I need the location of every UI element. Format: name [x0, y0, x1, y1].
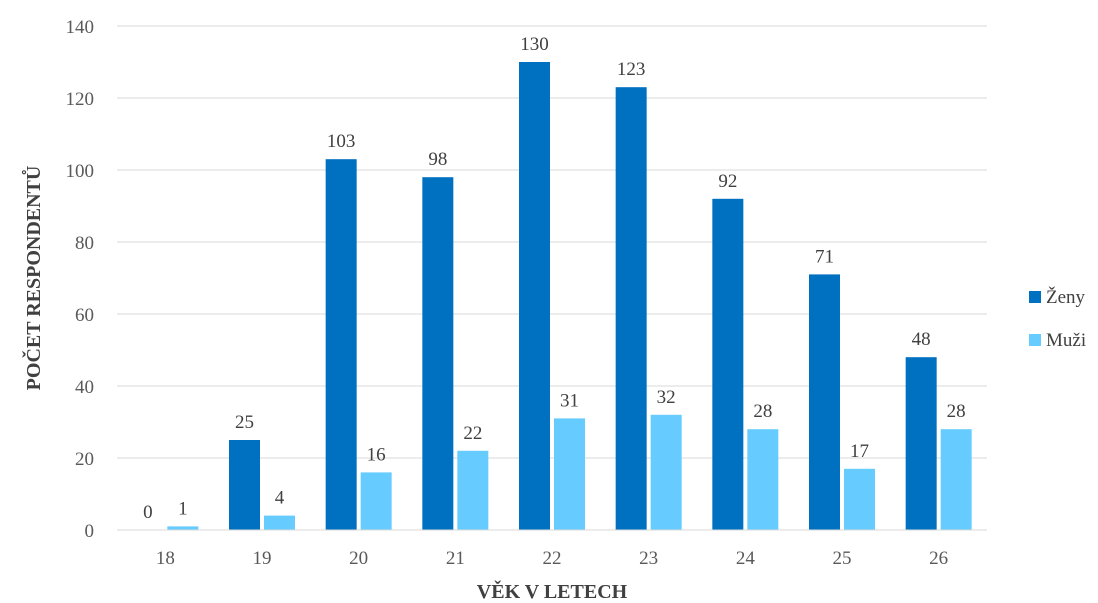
data-label: 48 [912, 329, 931, 350]
data-label: 103 [327, 131, 356, 152]
bar-muzi-21 [457, 451, 488, 530]
legend-swatch [1029, 334, 1041, 346]
bar-zeny-26 [906, 357, 937, 530]
bar-zeny-20 [326, 159, 357, 530]
legend-label: Ženy [1046, 286, 1086, 308]
y-axis-ticks: 0 20 40 60 80 100 120 140 [66, 17, 95, 542]
data-label: 31 [560, 390, 579, 411]
legend-swatch [1029, 291, 1041, 303]
x-tick-label: 25 [833, 548, 852, 569]
x-tick-label: 19 [253, 548, 272, 569]
bar-zeny-21 [422, 177, 453, 530]
x-tick-label: 26 [929, 548, 948, 569]
legend: Ženy Muži [1029, 286, 1086, 351]
bar-muzi-26 [941, 429, 972, 530]
data-label: 17 [850, 441, 869, 462]
x-tick-label: 21 [446, 548, 465, 569]
data-label: 22 [463, 423, 482, 444]
bar-zeny-19 [229, 440, 260, 530]
data-label: 1 [178, 498, 188, 519]
bar-zeny-24 [712, 199, 743, 530]
x-tick-label: 22 [543, 548, 562, 569]
bar-muzi-19 [264, 516, 295, 530]
bar-zeny-22 [519, 62, 550, 530]
data-label: 98 [428, 149, 447, 170]
bar-muzi-25 [844, 469, 875, 530]
bar-zeny-25 [809, 274, 840, 530]
x-tick-label: 18 [156, 548, 175, 569]
data-label: 71 [815, 246, 834, 267]
bar-muzi-23 [651, 415, 682, 530]
y-tick-label: 20 [75, 449, 94, 470]
y-tick-label: 140 [66, 17, 95, 38]
y-tick-label: 60 [75, 305, 94, 326]
y-tick-label: 80 [75, 233, 94, 254]
data-label: 25 [235, 412, 254, 433]
y-tick-label: 120 [66, 89, 95, 110]
x-tick-label: 23 [639, 548, 658, 569]
gridlines [117, 26, 987, 458]
x-tick-label: 20 [349, 548, 368, 569]
bar-muzi-20 [361, 472, 392, 530]
bar-muzi-22 [554, 418, 585, 530]
y-tick-label: 0 [85, 521, 95, 542]
bar-zeny-23 [616, 87, 647, 530]
data-label: 16 [367, 444, 386, 465]
y-axis-title: POČET RESPONDENTŮ [21, 166, 45, 391]
data-label: 32 [657, 387, 676, 408]
bar-muzi-24 [747, 429, 778, 530]
y-tick-label: 40 [75, 377, 94, 398]
x-axis-title: VĚK V LETECH [477, 579, 628, 603]
bar-muzi-18 [167, 526, 198, 530]
legend-label: Muži [1046, 330, 1086, 351]
data-label: 130 [520, 34, 549, 55]
y-tick-label: 100 [66, 161, 95, 182]
data-label: 123 [617, 59, 646, 80]
data-label: 28 [947, 401, 966, 422]
data-label: 28 [753, 401, 772, 422]
data-label: 0 [143, 502, 153, 523]
x-tick-label: 24 [736, 548, 756, 569]
x-axis-ticks: 18 19 20 21 22 23 24 25 26 [156, 548, 948, 569]
data-label: 92 [718, 171, 737, 192]
data-label: 4 [275, 488, 285, 509]
